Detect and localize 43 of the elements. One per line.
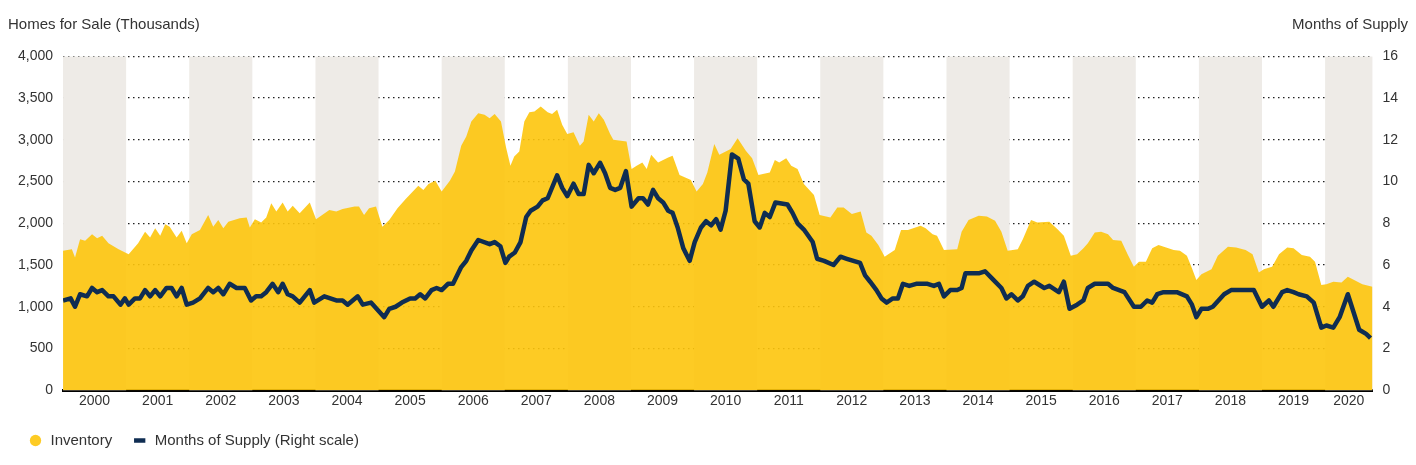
x-tick-label: 2015: [1025, 392, 1057, 409]
x-tick-label: 2007: [520, 392, 553, 409]
x-tick-label: 2004: [331, 392, 363, 409]
legend-label: Inventory: [50, 430, 113, 448]
x-tick-label: 2012: [836, 392, 868, 409]
y-tick-label: 4,000: [17, 47, 54, 64]
y2-tick-label: 6: [1382, 255, 1391, 272]
y2-tick-label: 4: [1382, 297, 1391, 314]
x-tick-label: 2005: [394, 392, 426, 409]
y2-tick-label: 16: [1382, 47, 1399, 64]
x-tick-label: 2008: [583, 392, 616, 409]
x-tick-label: 2016: [1088, 392, 1121, 409]
y2-tick-label: 14: [1382, 88, 1399, 105]
x-tick-label: 2011: [773, 392, 804, 409]
y2-tick-label: 8: [1382, 214, 1391, 231]
y-tick-label: 500: [29, 339, 54, 356]
y2-tick-label: 2: [1382, 339, 1391, 356]
y2-tick-label: 10: [1382, 172, 1399, 189]
x-tick-label: 2001: [142, 392, 174, 409]
y-tick-label: 3,500: [17, 88, 54, 105]
y-tick-label: 3,000: [17, 130, 54, 147]
x-tick-label: 2000: [79, 392, 111, 409]
y2-tick-label: 0: [1382, 381, 1391, 398]
x-tick-label: 2003: [268, 392, 300, 409]
x-tick-label: 2018: [1214, 392, 1247, 409]
y2-tick-label: 12: [1382, 130, 1399, 147]
x-tick-label: 2020: [1333, 392, 1365, 409]
x-tick-label: 2006: [457, 392, 489, 409]
y-tick-label: 2,500: [17, 172, 54, 189]
x-tick-label: 2014: [962, 392, 994, 409]
y-tick-label: 1,000: [17, 297, 54, 314]
x-tick-label: 2019: [1277, 392, 1310, 409]
y-tick-label: 2,000: [17, 214, 54, 231]
y-axis-title: Homes for Sale (Thousands): [8, 14, 200, 32]
y2-axis-title: Months of Supply: [1292, 14, 1408, 32]
legend-label: Months of Supply (Right scale): [154, 430, 359, 448]
y-tick-label: 1,500: [17, 255, 54, 272]
x-tick-label: 2009: [646, 392, 679, 409]
y-tick-label: 0: [45, 381, 54, 398]
x-tick-label: 2013: [899, 392, 931, 409]
x-tick-label: 2010: [710, 392, 742, 409]
x-tick-label: 2017: [1151, 392, 1184, 409]
x-tick-label: 2002: [205, 392, 237, 409]
